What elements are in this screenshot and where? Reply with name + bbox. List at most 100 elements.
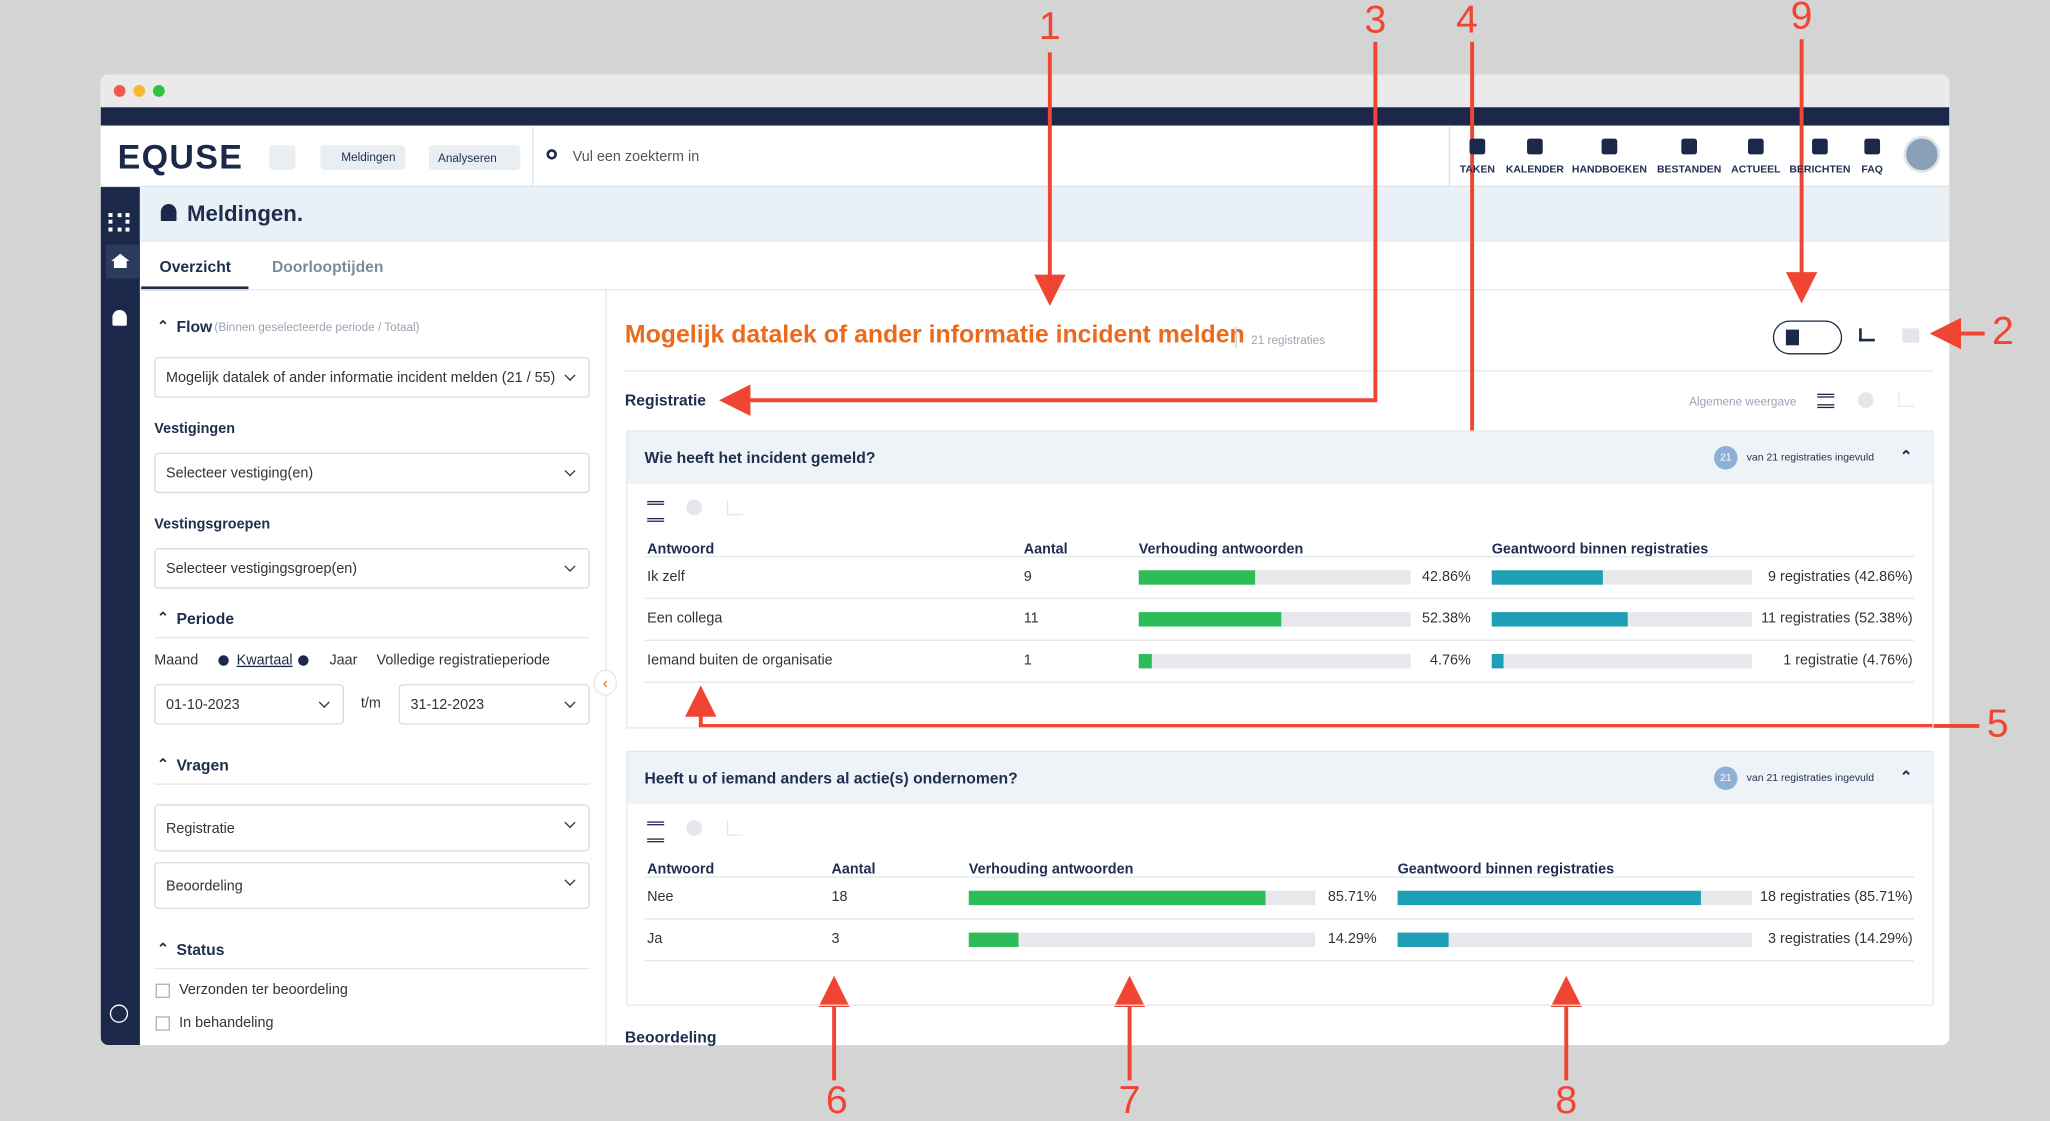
- list-view[interactable]: [647, 821, 665, 843]
- ratio-label: 42.86%: [1422, 568, 1471, 585]
- collapse-caret[interactable]: ⌃: [1899, 767, 1913, 787]
- breadcrumb[interactable]: Meldingen: [341, 150, 396, 164]
- arrow: [685, 685, 1980, 728]
- question-card: [626, 430, 1934, 729]
- prev-icon[interactable]: [218, 655, 229, 666]
- tab-active[interactable]: Overzicht: [159, 257, 232, 276]
- date-sep: t/m: [360, 695, 381, 712]
- column-header: Antwoord: [647, 861, 715, 878]
- logo[interactable]: EQUSE: [117, 137, 244, 177]
- row-separator: [644, 960, 1915, 962]
- vestiging-select[interactable]: Selecteer vestiging(en): [154, 452, 590, 494]
- nav-label[interactable]: KALENDER: [1505, 163, 1564, 176]
- tab-underline: [141, 286, 249, 291]
- tab[interactable]: Doorlooptijden: [271, 257, 384, 276]
- period-option[interactable]: Kwartaal: [236, 652, 293, 669]
- search-icon: [546, 149, 557, 160]
- annotation-number: 3: [1364, 0, 1386, 42]
- vraag-select[interactable]: Beoordeling: [154, 861, 590, 910]
- divider: [1235, 327, 1237, 348]
- bar-view[interactable]: [726, 499, 743, 516]
- nav-icon[interactable]: [1601, 138, 1618, 155]
- close-dot[interactable]: [113, 85, 126, 97]
- count: 1: [1023, 652, 1032, 669]
- period-option[interactable]: Maand: [154, 652, 199, 669]
- divider: [532, 126, 534, 188]
- nav-icon[interactable]: [1527, 138, 1543, 155]
- status-option[interactable]: Verzonden ter beoordeling: [179, 982, 348, 999]
- row-separator: [644, 597, 1915, 600]
- help-icon[interactable]: [109, 1004, 129, 1023]
- caret: ⌃: [156, 941, 169, 958]
- title-bar: [100, 74, 1950, 108]
- nav-icon[interactable]: [1747, 138, 1764, 155]
- max-dot[interactable]: [152, 85, 165, 97]
- collapse-btn[interactable]: ‹: [593, 669, 618, 696]
- breadcrumb[interactable]: Analyseren: [437, 151, 497, 165]
- answer: Ik zelf: [647, 568, 685, 585]
- nav-icon[interactable]: [1681, 138, 1698, 155]
- bar-view[interactable]: [1898, 392, 1915, 407]
- flow-label[interactable]: Flow: [176, 317, 213, 337]
- periode-label[interactable]: Periode: [176, 609, 235, 628]
- column-header: Antwoord: [647, 541, 715, 558]
- search-input[interactable]: Vul een zoekterm in: [572, 149, 700, 165]
- chart-icon[interactable]: [1859, 328, 1875, 342]
- bar-view[interactable]: [726, 820, 743, 836]
- date-from[interactable]: 01-10-2023: [154, 684, 344, 725]
- list-view[interactable]: [1817, 393, 1835, 409]
- nav-icon[interactable]: [1469, 138, 1486, 155]
- vragen-label[interactable]: Vragen: [176, 756, 229, 775]
- vraag-select[interactable]: Registratie: [154, 804, 590, 852]
- period-option[interactable]: Volledige registratieperiode: [376, 652, 551, 669]
- nav-label[interactable]: ACTUEEL: [1731, 163, 1781, 176]
- pie-view[interactable]: [1857, 392, 1874, 409]
- min-dot[interactable]: [133, 85, 146, 97]
- answered-bar: [1491, 654, 1505, 669]
- pie-view[interactable]: [686, 820, 703, 836]
- export-button[interactable]: [1772, 320, 1843, 355]
- ratio-label: 85.71%: [1327, 889, 1377, 906]
- home-crumb[interactable]: [269, 145, 296, 171]
- separator: [154, 967, 590, 970]
- pie-view[interactable]: [686, 499, 703, 516]
- flow-select[interactable]: Mogelijk datalek of ander informatie inc…: [154, 357, 590, 398]
- caret: ⌃: [156, 319, 169, 335]
- nav-label[interactable]: FAQ: [1861, 163, 1883, 176]
- side-nav: [100, 187, 140, 1046]
- bell-icon[interactable]: [112, 309, 127, 326]
- divider: [1448, 126, 1450, 188]
- panel-divider: [605, 290, 607, 1046]
- nav-label[interactable]: BERICHTEN: [1789, 163, 1851, 176]
- annotation-number: 1: [1039, 4, 1061, 48]
- nav-label[interactable]: BESTANDEN: [1657, 163, 1722, 176]
- count: 18: [831, 889, 848, 906]
- avatar[interactable]: [1903, 136, 1941, 173]
- page-title: Meldingen.: [186, 201, 304, 227]
- nav-label[interactable]: TAKEN: [1459, 163, 1495, 176]
- annotation-number: 9: [1791, 0, 1813, 38]
- answer: Nee: [647, 889, 674, 906]
- separator: [624, 370, 1934, 372]
- export-icon: [1785, 329, 1799, 346]
- nav-icon[interactable]: [1812, 138, 1828, 155]
- status-label[interactable]: Status: [176, 940, 225, 959]
- table-icon[interactable]: [1902, 328, 1920, 343]
- ratio-bar: [968, 890, 1266, 906]
- date-to[interactable]: 31-12-2023: [398, 684, 590, 725]
- ratio-track: [1138, 654, 1411, 669]
- annotation-number: 2: [1992, 309, 2014, 353]
- checkbox[interactable]: [155, 1016, 170, 1031]
- groep-select[interactable]: Selecteer vestigingsgroep(en): [154, 548, 590, 589]
- status-option[interactable]: In behandeling: [179, 1015, 274, 1031]
- apps-icon[interactable]: [108, 213, 130, 232]
- next-icon[interactable]: [298, 655, 309, 666]
- collapse-caret[interactable]: ⌃: [1899, 447, 1913, 466]
- answered-bar: [1491, 612, 1629, 627]
- nav-label[interactable]: HANDBOEKEN: [1571, 163, 1647, 176]
- list-view[interactable]: [647, 500, 665, 522]
- nav-icon[interactable]: [1864, 138, 1881, 155]
- period-option[interactable]: Jaar: [329, 652, 358, 669]
- checkbox[interactable]: [155, 983, 170, 999]
- header: [100, 126, 1950, 188]
